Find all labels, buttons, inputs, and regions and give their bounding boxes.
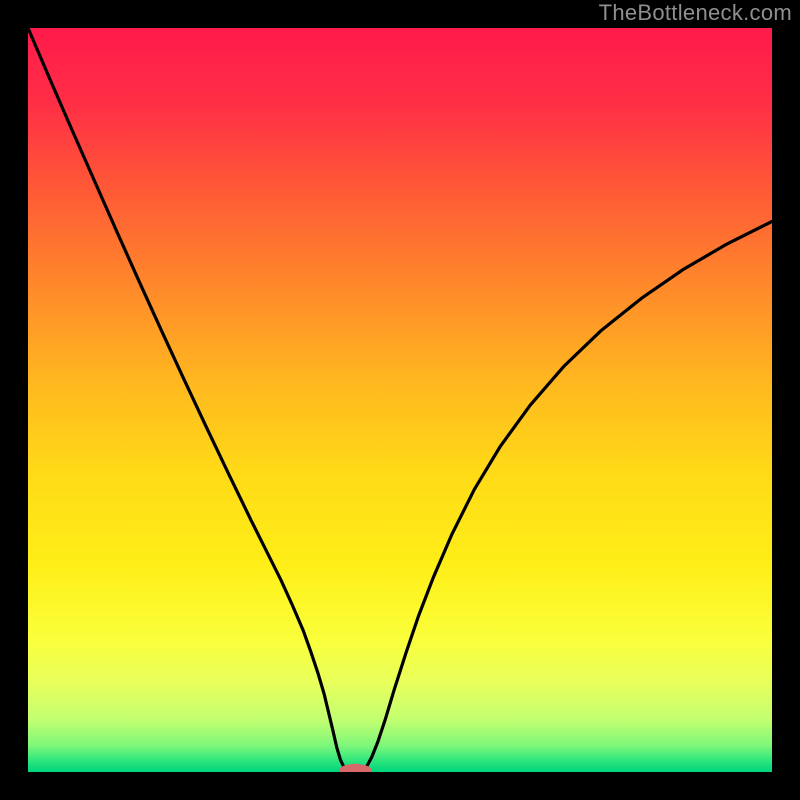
plot-svg <box>28 28 772 772</box>
plot-area <box>28 28 772 772</box>
outer-frame: TheBottleneck.com <box>0 0 800 800</box>
plot-background <box>28 28 772 772</box>
watermark-text: TheBottleneck.com <box>599 0 792 26</box>
